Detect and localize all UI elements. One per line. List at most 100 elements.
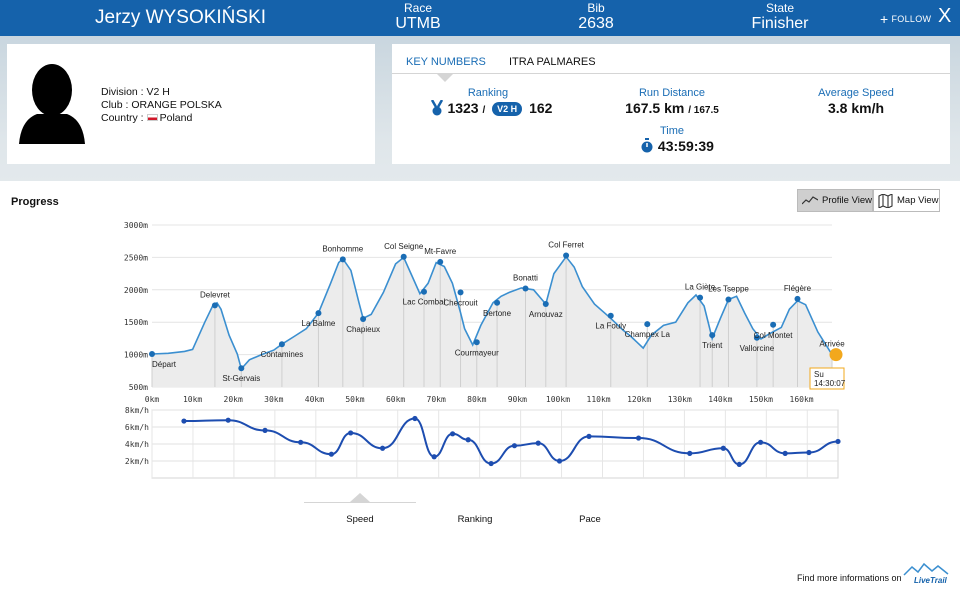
speed-point [379,445,386,451]
time-value: 43:59:39 [657,138,714,154]
stopwatch-icon [641,138,653,153]
checkpoint-label: Col Montet [754,331,793,340]
speed-point [225,417,231,423]
checkpoint-label: Bonatti [513,274,538,283]
run-distance-label: Run Distance [638,87,706,99]
checkpoint-label: La Balme [302,319,336,328]
checkpoint-label: Arnouvaz [529,310,563,319]
y-tick-label: 3000m [124,221,148,230]
category-badge: V2 H [492,102,523,116]
state-label: State [765,1,795,15]
follow-button[interactable]: + FOLLOW [880,11,931,27]
ranking-overall: 1323 [447,100,479,116]
finish-marker [829,348,843,362]
distance-total: / 167.5 [688,105,719,116]
map-view-button[interactable]: Map View [873,189,940,212]
elevation-area [152,256,832,387]
x-tick-label: 160km [790,395,814,404]
x-tick-label: 20km [224,395,243,404]
speed-point [465,437,471,443]
checkpoint-label: Bertone [483,309,512,318]
checkpoint-marker [753,334,760,341]
checkpoint-marker [725,296,732,303]
y-tick-label: 2000m [124,286,148,295]
elevation-chart: 500m 1000m 1500m 2000m 2500m 3000m 0km 10km 20km… [124,221,846,404]
checkpoint-marker [563,252,570,259]
subtab-divider [304,502,416,503]
speed-point [635,435,642,441]
speed-point [181,418,187,424]
checkpoint-label: Les Tseppe [708,285,749,294]
checkpoint-marker [421,288,427,295]
poland-flag-icon [146,114,158,121]
x-tick-label: 30km [264,395,283,404]
speed-point [806,449,812,456]
speed-y-tick-label: 6km/h [125,423,149,432]
checkpoint-marker [315,310,322,317]
livetrail-logo[interactable]: LiveTrail [902,561,952,585]
bib-info: Bib 2638 [531,1,661,33]
plus-icon: + [880,11,889,27]
tab-key-numbers[interactable]: KEY NUMBERS [406,56,486,68]
average-speed-value: 3.8 km/h [827,100,885,116]
ranking-value: 1323 / V2 H 162 [426,99,556,116]
runner-info: Division : V2 H Club : ORANGE POLSKA Cou… [101,86,222,125]
speed-y-tick-label: 4km/h [125,440,149,449]
speed-point [431,454,437,460]
checkpoint-marker [770,321,777,328]
speed-point [720,445,726,451]
speed-point [835,438,841,445]
close-button[interactable]: X [938,5,952,27]
speed-y-tick-label: 8km/h [125,406,149,415]
x-tick-label: 70km [427,395,446,404]
checkpoint-label: Vallorcine [740,344,775,353]
progress-title: Progress [11,196,59,208]
speed-point [298,439,304,445]
y-tick-label: 1500m [124,318,148,327]
speed-point [511,443,518,449]
tab-ranking[interactable]: Ranking [457,514,493,525]
bib-label: Bib [587,1,605,15]
finish-tag [809,367,845,390]
tab-itra-palmares[interactable]: ITRA PALMARES [509,56,596,68]
checkpoint-label: Mt-Favre [424,247,457,256]
x-tick-label: 50km [345,395,364,404]
distance-value: 167.5 km [625,100,685,116]
speed-point [412,415,418,422]
svg-text:LiveTrail: LiveTrail [914,576,948,585]
profile-view-button[interactable]: Profile View [797,189,873,212]
medal-icon [430,99,443,116]
club-text: Club : ORANGE POLSKA [101,99,222,111]
tab-speed[interactable]: Speed [346,514,374,525]
time-value-row: 43:59:39 [622,138,732,154]
race-label: Race [403,1,432,15]
runner-profile-card: Division : V2 H Club : ORANGE POLSKA Cou… [7,44,375,164]
profile-view-label: Profile View [822,195,872,206]
speed-point [757,439,764,445]
checkpoint-label: Trient [702,341,723,350]
x-tick-label: 120km [627,395,651,404]
speed-point [687,450,693,456]
checkpoint-marker [360,315,367,322]
progress-charts: 500m 1000m 1500m 2000m 2500m 3000m 0km 10km 20km… [124,221,846,479]
speed-point [348,430,354,436]
bib-value: 2638 [578,15,614,32]
map-view-label: Map View [897,195,939,206]
checkpoint-label: Arrivée [819,340,845,349]
checkpoint-marker [278,341,285,348]
checkpoint-label: Checrouit [443,298,478,307]
run-distance-value: 167.5 km / 167.5 [602,100,742,116]
checkpoint-label: Col Ferret [548,240,584,249]
checkpoint-marker [644,321,651,328]
x-tick-label: 90km [508,395,527,404]
speed-point [586,433,592,439]
checkpoint-label: La Giète [685,283,716,292]
speed-point [328,451,334,457]
x-tick-label: 80km [467,395,486,404]
checkpoint-label: Delevret [200,290,231,299]
finish-tag-day: Su [814,370,824,379]
avatar-silhouette [19,64,85,144]
checkpoint-label: Départ [152,360,177,369]
follow-label: FOLLOW [891,14,932,24]
tab-pace[interactable]: Pace [579,514,601,525]
